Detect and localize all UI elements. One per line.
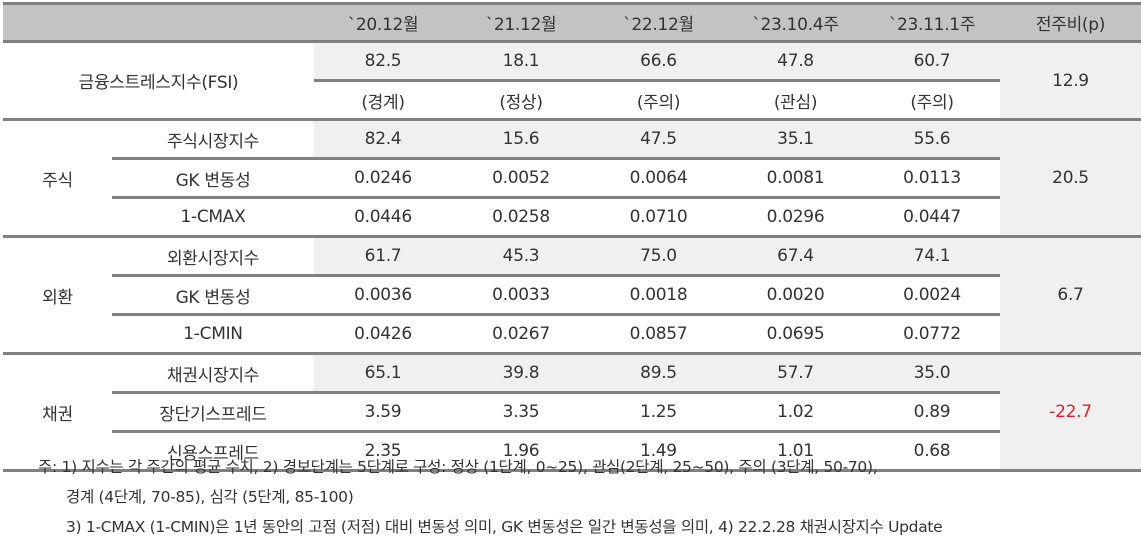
cell-value: 0.0064 bbox=[590, 157, 727, 198]
cell-value: 57.7 bbox=[727, 352, 864, 393]
group-change-stock: 20.5 bbox=[1000, 118, 1141, 237]
cell-value: 0.68 bbox=[864, 430, 1000, 472]
cell-value: 39.8 bbox=[452, 352, 590, 393]
row-name: 1-CMIN bbox=[112, 313, 314, 354]
table-row: 1-CMAX 0.0446 0.0258 0.0710 0.0296 0.044… bbox=[3, 196, 1141, 237]
fsi-change: 12.9 bbox=[1000, 41, 1141, 120]
fsi-level: (주의) bbox=[864, 79, 1000, 120]
fsi-value: 60.7 bbox=[864, 41, 1000, 81]
row-name: GK 변동성 bbox=[112, 274, 314, 315]
cell-value: 35.0 bbox=[864, 352, 1000, 393]
cell-value: 1.02 bbox=[727, 391, 864, 432]
cell-value: 67.4 bbox=[727, 235, 864, 276]
fsi-value: 47.8 bbox=[727, 41, 864, 81]
cell-value: 0.0447 bbox=[864, 196, 1000, 237]
cell-value: 0.0052 bbox=[452, 157, 590, 198]
header-col-2023-10-w4: `23.10.4주 bbox=[727, 2, 864, 43]
cell-value: 15.6 bbox=[452, 118, 590, 159]
header-col-2020-12: `20.12월 bbox=[314, 2, 452, 43]
group-label-fx: 외환 bbox=[3, 235, 112, 354]
cell-value: 45.3 bbox=[452, 235, 590, 276]
fsi-level: (경계) bbox=[314, 79, 452, 120]
cell-value: 75.0 bbox=[590, 235, 727, 276]
cell-value: 0.0267 bbox=[452, 313, 590, 354]
fsi-value: 66.6 bbox=[590, 41, 727, 81]
row-name: 외환시장지수 bbox=[112, 235, 314, 276]
cell-value: 0.0081 bbox=[727, 157, 864, 198]
footnote-line-1: 주: 1) 지수는 각 주간의 평균 수치, 2) 경보단계는 5단계로 구성:… bbox=[38, 458, 878, 476]
cell-value: 82.4 bbox=[314, 118, 452, 159]
row-name: 신용스프레드 bbox=[112, 430, 314, 472]
table-row: 채권 채권시장지수 65.1 39.8 89.5 57.7 35.0 -22.7 bbox=[3, 352, 1141, 472]
header-col-2021-12: `21.12월 bbox=[452, 2, 590, 43]
fsi-value-row: 금융스트레스지수(FSI) 82.5 18.1 66.6 47.8 60.7 1… bbox=[3, 41, 1141, 120]
cell-value: 3.35 bbox=[452, 391, 590, 432]
group-label-stock: 주식 bbox=[3, 118, 112, 237]
table-row: GK 변동성 0.0246 0.0052 0.0064 0.0081 0.011… bbox=[3, 157, 1141, 198]
cell-value: 0.0033 bbox=[452, 274, 590, 315]
fsi-label: 금융스트레스지수(FSI) bbox=[78, 73, 239, 93]
cell-value: 47.5 bbox=[590, 118, 727, 159]
cell-value: 0.0446 bbox=[314, 196, 452, 237]
fsi-level: (정상) bbox=[452, 79, 590, 120]
fsi-level: (주의) bbox=[590, 79, 727, 120]
fsi-value: 18.1 bbox=[452, 41, 590, 81]
cell-value: 1.96 bbox=[452, 430, 590, 472]
footnotes: 주: 1) 지수는 각 주간의 평균 수치, 2) 경보단계는 5단계로 구성:… bbox=[38, 452, 943, 542]
cell-value: 3.59 bbox=[314, 391, 452, 432]
header-col-2022-12: `22.12월 bbox=[590, 2, 727, 43]
cell-value: 65.1 bbox=[314, 352, 452, 393]
row-name: 장단기스프레드 bbox=[112, 391, 314, 432]
cell-value: 61.7 bbox=[314, 235, 452, 276]
row-name: 주식시장지수 bbox=[112, 118, 314, 159]
header-col-weekly-change: 전주비(p) bbox=[1000, 2, 1141, 43]
cell-value: 1.25 bbox=[590, 391, 727, 432]
cell-value: 0.89 bbox=[864, 391, 1000, 432]
group-change-bond: -22.7 bbox=[1000, 352, 1141, 472]
cell-value: 0.0113 bbox=[864, 157, 1000, 198]
cell-value: 0.0020 bbox=[727, 274, 864, 315]
cell-value: 55.6 bbox=[864, 118, 1000, 159]
cell-value: 74.1 bbox=[864, 235, 1000, 276]
cell-value: 0.0710 bbox=[590, 196, 727, 237]
row-name: 1-CMAX bbox=[112, 196, 314, 237]
cell-value: 2.35 bbox=[314, 430, 452, 472]
cell-value: 0.0258 bbox=[452, 196, 590, 237]
row-name: 채권시장지수 bbox=[112, 352, 314, 393]
table-row: 주식 주식시장지수 82.4 15.6 47.5 35.1 55.6 20.5 bbox=[3, 118, 1141, 237]
cell-value: 0.0772 bbox=[864, 313, 1000, 354]
table-row: 장단기스프레드 3.59 3.35 1.25 1.02 0.89 bbox=[3, 391, 1141, 432]
cell-value: 0.0296 bbox=[727, 196, 864, 237]
cell-value: 1.01 bbox=[727, 430, 864, 472]
cell-value: 0.0246 bbox=[314, 157, 452, 198]
fsi-value: 82.5 bbox=[314, 41, 452, 81]
fsi-level-row: (경계) (정상) (주의) (관심) (주의) bbox=[3, 79, 1141, 120]
group-label-bond: 채권 bbox=[3, 352, 112, 472]
cell-value: 0.0695 bbox=[727, 313, 864, 354]
table-row: 1-CMIN 0.0426 0.0267 0.0857 0.0695 0.077… bbox=[3, 313, 1141, 354]
cell-value: 0.0024 bbox=[864, 274, 1000, 315]
fsi-table-container: `20.12월 `21.12월 `22.12월 `23.10.4주 `23.11… bbox=[3, 2, 1141, 472]
table-row: 외환 외환시장지수 61.7 45.3 75.0 67.4 74.1 6.7 bbox=[3, 235, 1141, 354]
cell-value: 89.5 bbox=[590, 352, 727, 393]
header-blank bbox=[3, 2, 314, 43]
group-change-fx: 6.7 bbox=[1000, 235, 1141, 354]
cell-value: 35.1 bbox=[727, 118, 864, 159]
cell-value: 0.0857 bbox=[590, 313, 727, 354]
cell-value: 0.0018 bbox=[590, 274, 727, 315]
cell-value: 1.49 bbox=[590, 430, 727, 472]
row-name: GK 변동성 bbox=[112, 157, 314, 198]
footnote-line-2: 경계 (4단계, 70-85), 심각 (5단계, 85-100) bbox=[66, 488, 354, 506]
cell-value: 0.0036 bbox=[314, 274, 452, 315]
header-row: `20.12월 `21.12월 `22.12월 `23.10.4주 `23.11… bbox=[3, 2, 1141, 43]
header-col-2023-11-w1: `23.11.1주 bbox=[864, 2, 1000, 43]
cell-value: 0.0426 bbox=[314, 313, 452, 354]
footnote-line-3: 3) 1-CMAX (1-CMIN)은 1년 동안의 고점 (저점) 대비 변동… bbox=[66, 518, 943, 536]
fsi-table: `20.12월 `21.12월 `22.12월 `23.10.4주 `23.11… bbox=[3, 2, 1141, 472]
table-row: 신용스프레드 2.35 1.96 1.49 1.01 0.68 bbox=[3, 430, 1141, 472]
fsi-level: (관심) bbox=[727, 79, 864, 120]
table-row: GK 변동성 0.0036 0.0033 0.0018 0.0020 0.002… bbox=[3, 274, 1141, 315]
